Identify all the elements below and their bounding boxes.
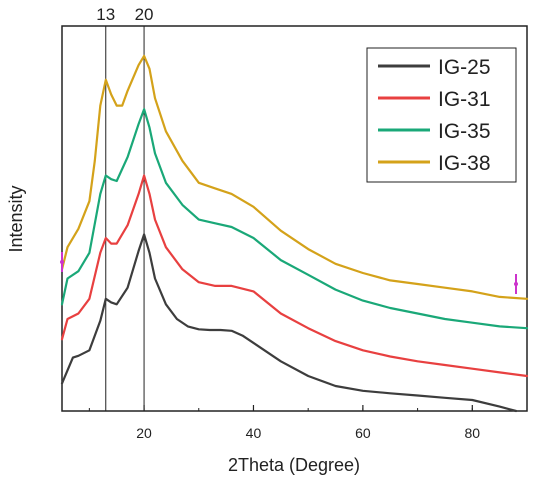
x-tick-label: 80: [465, 425, 481, 441]
x-tick-label: 40: [246, 425, 262, 441]
legend-box: [366, 47, 517, 183]
plot-frame: [61, 25, 528, 412]
series-line: [60, 174, 529, 378]
x-tick-label: 60: [355, 425, 371, 441]
legend-label: IG-35: [438, 120, 491, 143]
legend-label: IG-25: [438, 56, 491, 79]
y-axis-label: Intensity: [6, 185, 26, 252]
reference-line-label: 13: [96, 5, 115, 24]
axis-marker-right: [514, 274, 518, 294]
axis-marker-left: [60, 252, 64, 272]
series-line: [60, 108, 529, 330]
series-line: [60, 233, 518, 413]
reference-line-label: 20: [135, 5, 154, 24]
x-axis: 20 40 60 80: [88, 405, 528, 441]
series-line: [60, 54, 529, 300]
marker-dot: [60, 260, 64, 264]
series-group: [60, 54, 529, 413]
legend-label: IG-38: [438, 152, 491, 175]
marker-dot: [514, 282, 518, 286]
reference-lines: 13 20: [96, 5, 154, 411]
x-axis-label: 2Theta (Degree): [228, 455, 360, 475]
x-tick-label: 20: [136, 425, 152, 441]
legend: IG-25 IG-31 IG-35 IG-38: [366, 47, 517, 183]
legend-label: IG-31: [438, 88, 491, 111]
